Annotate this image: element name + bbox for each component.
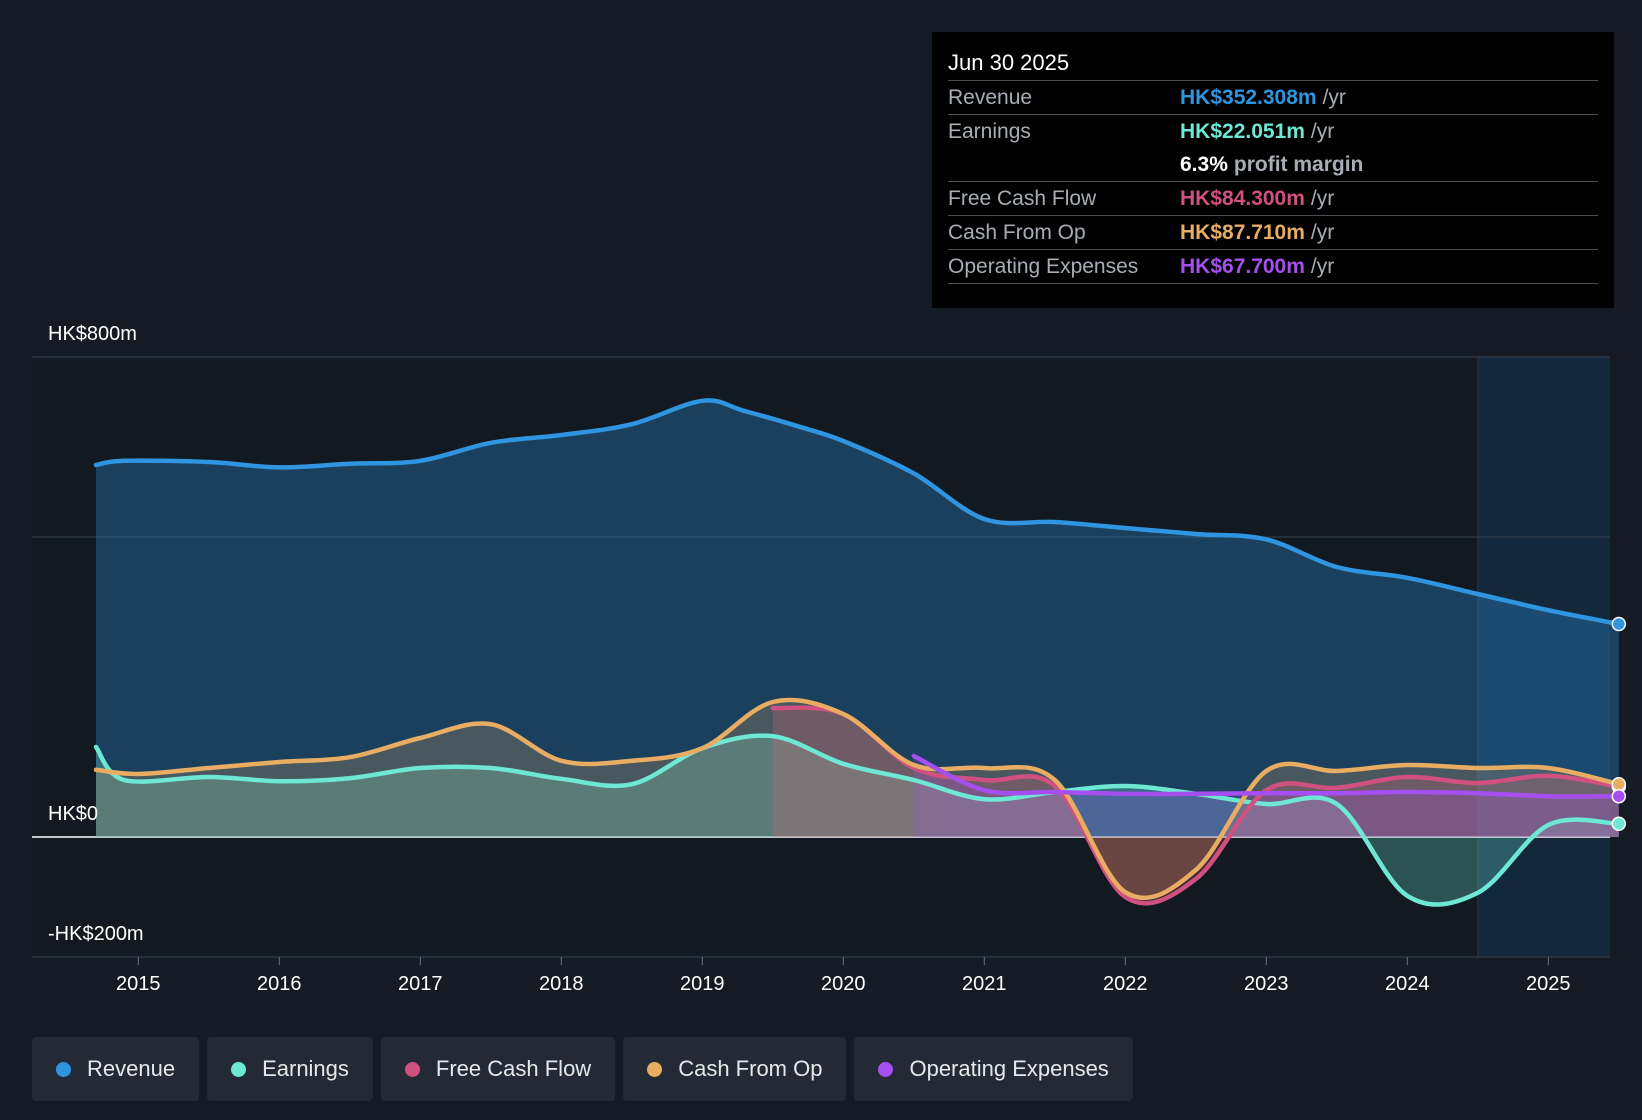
legend-label: Free Cash Flow [435,1056,592,1081]
tooltip-value: HK$84.300m [1180,187,1305,210]
cash-from-op-line [93,697,1622,901]
y-label-bottom: -HK$200m [48,923,144,945]
tooltip-value: HK$22.051m [1180,120,1305,143]
legend-item-revenue[interactable]: Revenue [32,1037,200,1101]
x-tick-label: 2023 [1244,973,1289,995]
tooltip-value: HK$352.308m [1180,86,1317,109]
plot-background [32,357,1610,957]
operating-expenses-line [911,753,1622,799]
x-tick-label: 2018 [539,973,584,995]
tooltip-panel: Jun 30 2025 Revenue HK$352.308m /yr Earn… [932,32,1614,308]
y-label-zero: HK$0 [48,803,98,825]
free-cash-flow-line [770,705,1622,906]
revenue-line [93,398,1622,627]
free-cash-flow-dot-icon [404,1061,420,1077]
tooltip-label: Free Cash Flow [948,187,1097,210]
x-tick-label: 2025 [1526,973,1571,995]
tooltip-label: Revenue [948,86,1033,109]
revenue-area [96,400,1619,837]
x-tick-label: 2017 [398,973,443,995]
tooltip-unit: /yr [1310,255,1335,278]
cash-from-op-area [96,699,1619,898]
legend-label: Cash From Op [678,1056,823,1081]
earnings-area [96,735,1619,905]
cash-from-op-endpoint [1611,776,1627,792]
tooltip-unit: profit margin [1233,153,1364,176]
tooltip-value: 6.3% [1180,153,1228,176]
revenue-endpoint [1611,616,1627,632]
y-label-top: HK$800m [48,323,137,345]
financials-chart: HK$800m HK$0 -HK$200m 2015 2016 2017 2018 20… [32,323,1627,995]
chart-legend: Revenue Earnings Free Cash Flow Cash Fro… [32,1037,1133,1101]
tooltip-unit: /yr [1310,187,1335,210]
forecast-band [1477,357,1610,957]
operating-expenses-endpoint [1611,788,1627,804]
tooltip-row-cash-from-op: Cash From Op HK$87.710m /yr [948,215,1598,249]
tooltip-unit: /yr [1310,120,1335,143]
tooltip-label: Operating Expenses [948,255,1139,278]
tooltip-date: Jun 30 2025 [948,50,1070,75]
cash-from-op-dot-icon [647,1061,663,1077]
x-tick-label: 2019 [680,973,725,995]
legend-label: Revenue [87,1056,176,1081]
revenue-dot-icon [56,1061,71,1077]
x-tick-label: 2020 [821,973,866,995]
tooltip-unit: /yr [1322,86,1346,109]
earnings-dot-icon [231,1061,247,1077]
free-cash-flow-area [772,707,1619,904]
operating-expenses-dot-icon [878,1061,894,1077]
legend-item-cash-from-op[interactable]: Cash From Op [623,1037,847,1101]
x-tick-label: 2022 [1103,973,1148,995]
tooltip-unit: /yr [1310,221,1335,244]
legend-item-free-cash-flow[interactable]: Free Cash Flow [380,1037,616,1101]
tooltip-label: Cash From Op [948,221,1086,244]
x-tick-label: 2021 [962,973,1007,995]
legend-label: Earnings [262,1056,349,1081]
tooltip-row-earnings: Earnings HK$22.051m /yr [948,114,1598,148]
tooltip-row-profit-margin: 6.3% profit margin [948,148,1598,181]
x-tick-label: 2024 [1385,973,1430,995]
x-tick-label: 2015 [116,973,161,995]
tooltip-row-operating-expenses: Operating Expenses HK$67.700m /yr [948,249,1598,284]
tooltip-value: HK$67.700m [1180,255,1305,278]
legend-label: Operating Expenses [909,1056,1109,1081]
tooltip-label [948,148,1180,181]
legend-item-operating-expenses[interactable]: Operating Expenses [854,1037,1133,1101]
legend-item-earnings[interactable]: Earnings [207,1037,373,1101]
earnings-line [93,733,1622,907]
tooltip-value: HK$87.710m [1180,221,1305,244]
tooltip-row-free-cash-flow: Free Cash Flow HK$84.300m /yr [948,181,1598,215]
x-tick-label: 2016 [257,973,302,995]
operating-expenses-area [913,756,1619,837]
tooltip-label: Earnings [948,120,1031,143]
earnings-endpoint [1611,816,1627,832]
tooltip-row-revenue: Revenue HK$352.308m /yr [948,80,1598,114]
